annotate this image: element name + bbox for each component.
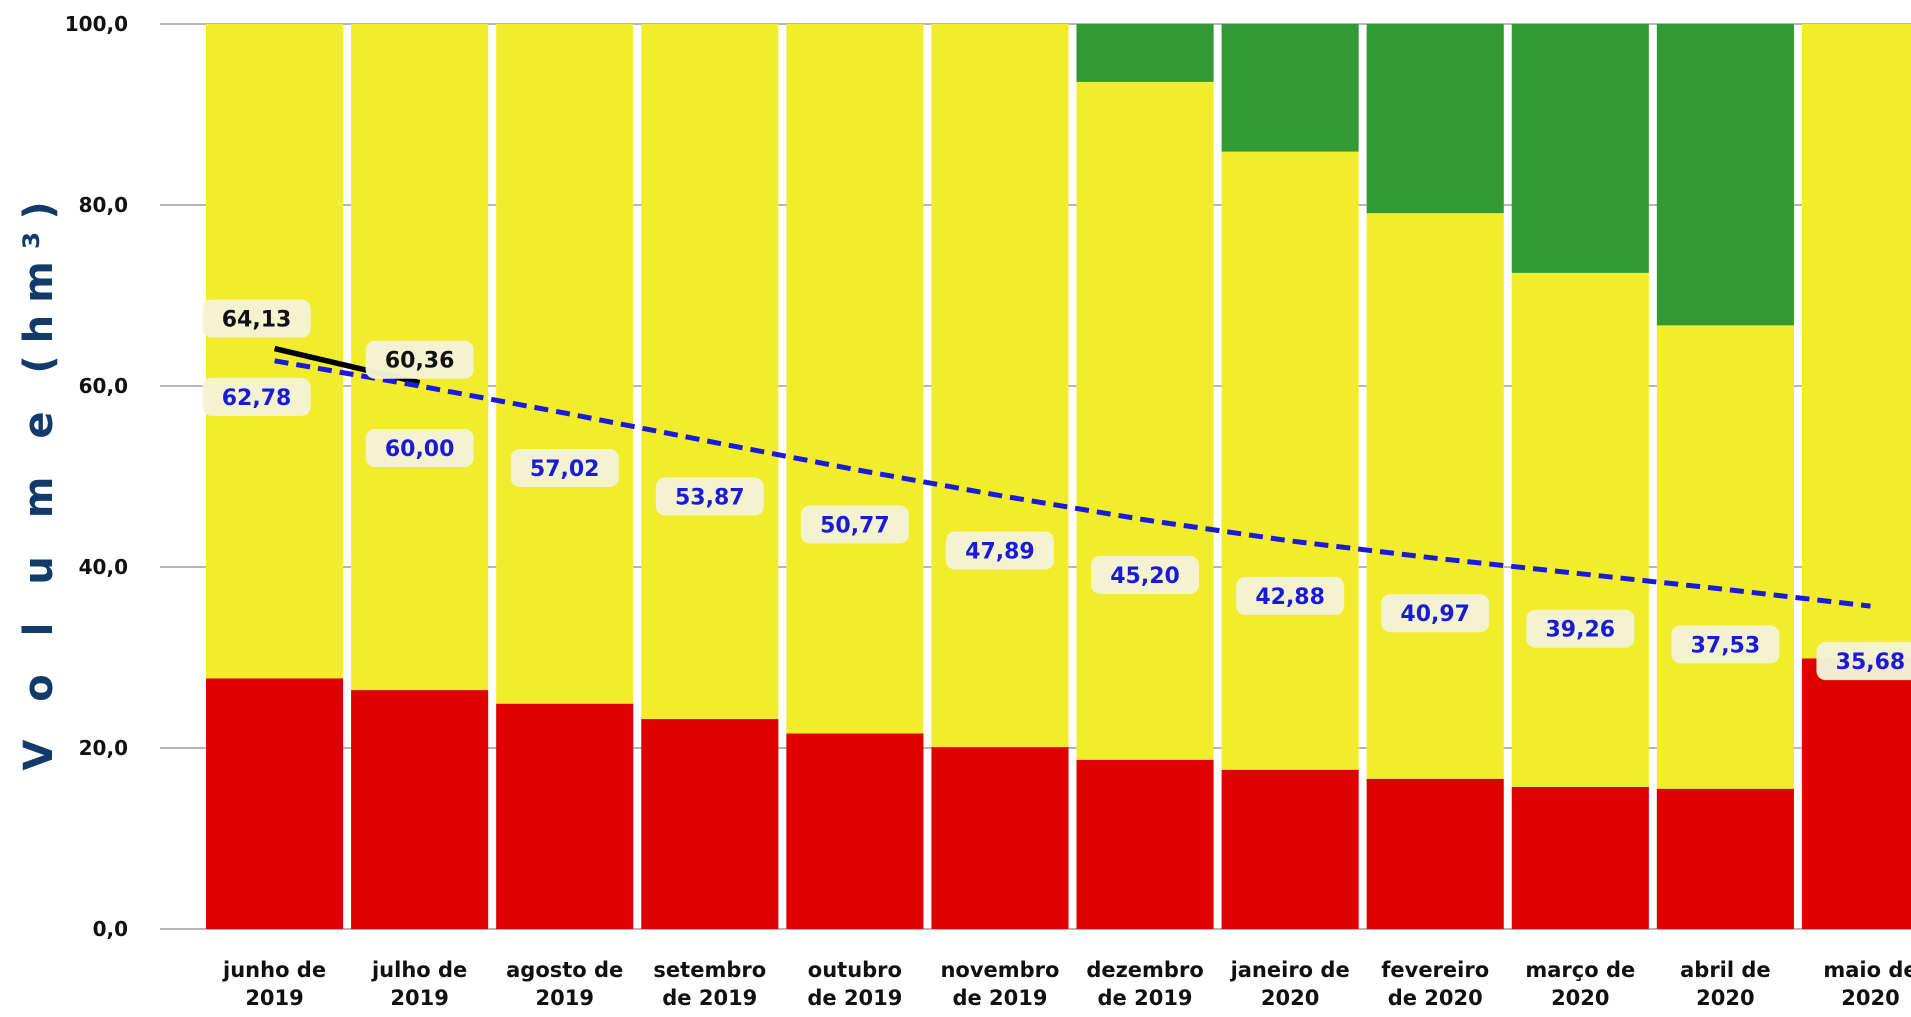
x-tick-label: julho de bbox=[371, 958, 467, 982]
bar-segment bbox=[1656, 24, 1794, 326]
x-tick-label: março de bbox=[1525, 958, 1635, 982]
y-tick-label: 100,0 bbox=[65, 12, 128, 36]
bar-segment bbox=[1801, 24, 1911, 659]
bar-segment bbox=[1076, 759, 1214, 929]
x-tick-label: de 2020 bbox=[1388, 986, 1483, 1010]
bar-segment bbox=[1366, 213, 1504, 779]
x-tick-label: maio de bbox=[1823, 958, 1911, 982]
x-tick-label: janeiro de bbox=[1230, 958, 1350, 982]
x-tick-label: de 2019 bbox=[1098, 986, 1193, 1010]
data-label-box bbox=[1381, 594, 1490, 633]
bar-segment bbox=[206, 678, 344, 929]
x-tick-label: outubro bbox=[808, 958, 902, 982]
bar-segment bbox=[1221, 769, 1359, 929]
x-tick-label: 2019 bbox=[535, 986, 593, 1010]
x-tick-label: 2019 bbox=[245, 986, 303, 1010]
y-tick-label: 20,0 bbox=[79, 736, 128, 760]
x-tick-label: fevereiro bbox=[1381, 958, 1489, 982]
bar-segment bbox=[1366, 778, 1504, 929]
data-label-box bbox=[1671, 625, 1780, 664]
data-label-box bbox=[510, 448, 619, 487]
data-label-box bbox=[1091, 555, 1200, 594]
x-tick-label: de 2019 bbox=[952, 986, 1047, 1010]
bar-segment bbox=[1511, 786, 1649, 929]
bar-segment bbox=[786, 24, 924, 734]
x-tick-label: 2019 bbox=[390, 986, 448, 1010]
data-labels-layer: 64,13 60,36 62,78 60,00 57,02 53,87 50,77 47,89… bbox=[202, 299, 1911, 681]
bar-segment bbox=[1366, 24, 1504, 214]
x-tick-label: 2020 bbox=[1841, 986, 1899, 1010]
data-label: 62,78 bbox=[222, 386, 292, 411]
data-label: 64,13 bbox=[222, 308, 292, 333]
x-tick-label: de 2019 bbox=[662, 986, 757, 1010]
data-label: 60,00 bbox=[385, 437, 455, 462]
x-tick-label: 2020 bbox=[1551, 986, 1609, 1010]
data-label: 50,77 bbox=[820, 514, 890, 539]
y-tick-label: 60,0 bbox=[79, 374, 128, 398]
trend-line-dashed bbox=[274, 358, 1871, 609]
x-tick-label: de 2019 bbox=[807, 986, 902, 1010]
bar-segment bbox=[1076, 24, 1214, 82]
bar-segment bbox=[1221, 151, 1359, 770]
bar-segment bbox=[496, 703, 634, 929]
data-label-box bbox=[365, 429, 474, 467]
x-tick-label: agosto de bbox=[506, 958, 623, 982]
y-tick-label: 40,0 bbox=[79, 555, 128, 579]
data-label: 47,89 bbox=[965, 540, 1035, 565]
bar-segment bbox=[1511, 272, 1649, 787]
data-label: 45,20 bbox=[1110, 564, 1180, 589]
bar-segment bbox=[641, 719, 779, 929]
data-label-box bbox=[1816, 642, 1911, 681]
data-label: 37,53 bbox=[1691, 633, 1761, 658]
data-label-box bbox=[1526, 609, 1635, 648]
bar-segment bbox=[1221, 24, 1359, 152]
y-tick-label: 0,0 bbox=[93, 917, 128, 941]
bar-segment bbox=[496, 24, 634, 704]
data-label-box bbox=[800, 505, 909, 544]
axis-layer: 0,0 20,0 40,0 60,0 80,0 100,0 junho de 2019 julh… bbox=[65, 12, 1911, 1010]
data-label-box bbox=[1236, 576, 1345, 615]
bar-segment bbox=[786, 733, 924, 929]
x-tick-label: junho de bbox=[222, 958, 326, 982]
bar-segment bbox=[1801, 658, 1911, 929]
bars-layer bbox=[206, 24, 1911, 929]
data-label: 57,02 bbox=[530, 457, 600, 482]
data-label-box bbox=[365, 340, 474, 379]
data-label: 42,88 bbox=[1255, 585, 1325, 610]
x-tick-label: 2020 bbox=[1261, 986, 1319, 1010]
bar-segment bbox=[931, 747, 1069, 929]
data-label: 39,26 bbox=[1546, 618, 1616, 643]
data-label-box bbox=[202, 299, 311, 338]
bar-segment bbox=[1656, 788, 1794, 929]
bar-segment bbox=[1076, 81, 1214, 760]
data-label: 53,87 bbox=[675, 485, 745, 510]
y-tick-label: 80,0 bbox=[79, 193, 128, 217]
bar-segment bbox=[351, 690, 489, 929]
data-label-box bbox=[655, 477, 764, 516]
x-tick-label: abril de bbox=[1680, 958, 1771, 982]
data-label-box bbox=[945, 531, 1054, 570]
bar-segment bbox=[1656, 325, 1794, 789]
bar-segment bbox=[931, 24, 1069, 748]
data-label: 40,97 bbox=[1400, 602, 1470, 627]
data-label: 60,36 bbox=[385, 349, 455, 374]
bar-segment bbox=[641, 24, 779, 720]
x-tick-label: setembro bbox=[653, 958, 766, 982]
x-tick-label: 2020 bbox=[1696, 986, 1754, 1010]
y-axis-title: V o l u m e (hm³) bbox=[16, 189, 62, 770]
x-tick-label: dezembro bbox=[1086, 958, 1203, 982]
data-label: 35,68 bbox=[1836, 650, 1906, 675]
x-tick-label: novembro bbox=[940, 958, 1059, 982]
data-label-box bbox=[202, 377, 311, 416]
bar-segment bbox=[1511, 24, 1649, 273]
